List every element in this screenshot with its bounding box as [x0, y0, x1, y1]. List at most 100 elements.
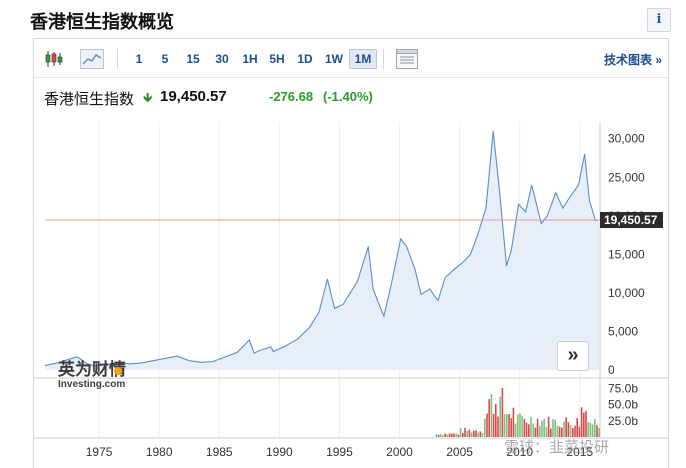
volume-bar	[594, 419, 596, 437]
volume-bar	[525, 422, 528, 437]
volume-tick-label: 25.0b	[608, 414, 638, 428]
volume-tick-label: 75.0b	[608, 381, 638, 395]
volume-bar	[552, 419, 554, 437]
volume-bar	[563, 421, 565, 437]
volume-bar	[495, 403, 497, 437]
technical-chart-link[interactable]: 技术图表 »	[603, 53, 662, 67]
volume-bar	[534, 427, 537, 437]
volume-bar	[468, 429, 471, 437]
volume-bar	[486, 413, 488, 437]
period-button-1d[interactable]: 1D	[297, 52, 313, 66]
volume-bar	[440, 434, 442, 437]
brand-logo-text: 英为财情	[58, 359, 126, 380]
volume-bar	[479, 431, 482, 437]
area-chart-icon[interactable]	[80, 49, 104, 69]
price-change-percent: (-1.40%)	[323, 89, 373, 104]
volume-bar	[457, 434, 460, 437]
volume-bar	[596, 425, 598, 437]
volume-bar	[488, 399, 490, 437]
volume-bar	[569, 425, 572, 437]
volume-bar	[435, 433, 438, 437]
volume-bar	[598, 427, 600, 437]
volume-bar	[519, 413, 521, 437]
quote-row: 香港恒生指数 🡻 19,450.57 -276.68 (-1.40%)	[34, 77, 668, 117]
volume-bar	[574, 425, 576, 437]
volume-bar	[578, 426, 581, 437]
period-button-1w[interactable]: 1W	[325, 52, 343, 66]
volume-bar	[481, 433, 484, 437]
volume-bar	[589, 422, 592, 437]
volume-bar	[484, 418, 486, 437]
volume-bar	[539, 426, 541, 437]
volume-bar	[503, 414, 506, 437]
page-title: 香港恒生指数概览	[30, 12, 174, 32]
volume-bar	[541, 420, 543, 437]
last-price-tag	[600, 212, 663, 229]
volume-bar	[545, 427, 548, 437]
period-button-30[interactable]: 30	[215, 52, 229, 66]
volume-bar	[497, 416, 499, 437]
volume-bar	[492, 413, 495, 437]
info-button[interactable]: i	[647, 8, 671, 32]
watermark-text: 雪球：韭菜投研	[504, 438, 609, 456]
volume-bar	[567, 422, 570, 437]
volume-bar	[510, 418, 512, 437]
volume-bar	[565, 417, 567, 437]
y-tick-label: 10,000	[608, 286, 645, 300]
brand-dot-icon	[114, 367, 122, 375]
volume-bar	[554, 419, 556, 437]
volume-bar	[517, 414, 519, 437]
chart-widget: 1 5 15 30 1H 5H 1D 1W 1M 技术图表 » 香港恒生指数 🡻 19,450.…	[33, 38, 669, 468]
x-tick-label: 1990	[266, 445, 293, 459]
period-button-5h[interactable]: 5H	[269, 52, 285, 66]
volume-bar	[512, 407, 515, 437]
volume-bar	[561, 427, 563, 437]
volume-tick-label: 50.0b	[608, 398, 638, 412]
toolbar-separator	[383, 49, 384, 69]
last-price-tag-label: 19,450.57	[604, 213, 658, 227]
y-tick-label: 15,000	[608, 247, 645, 261]
brand-logo-subtext: Investing.com	[58, 379, 125, 390]
period-button-5[interactable]: 5	[161, 52, 169, 66]
period-button-15[interactable]: 15	[186, 52, 200, 66]
volume-bar	[556, 425, 559, 437]
x-tick-label: 1980	[146, 445, 173, 459]
period-button-1m[interactable]: 1M	[349, 49, 377, 69]
volume-bar	[470, 432, 473, 437]
volume-bar	[508, 414, 510, 437]
y-tick-label: 25,000	[608, 170, 645, 184]
volume-bar	[530, 417, 532, 437]
y-tick-label: 5,000	[608, 324, 638, 338]
volume-bar	[576, 418, 578, 437]
volume-bar	[442, 435, 444, 437]
volume-bar	[528, 424, 530, 437]
volume-bar	[580, 407, 583, 437]
period-button-1[interactable]: 1	[135, 52, 143, 66]
period-button-1h[interactable]: 1H	[242, 52, 258, 66]
x-tick-label: 1975	[86, 445, 113, 459]
price-line[interactable]	[44, 130, 600, 367]
x-tick-label: 2005	[446, 445, 473, 459]
volume-bar	[550, 428, 552, 437]
down-arrow-icon: 🡻	[143, 90, 153, 105]
volume-bar	[506, 414, 508, 437]
volume-bar	[591, 424, 594, 437]
volume-bar	[444, 433, 446, 437]
volume-bar	[536, 418, 539, 437]
volume-bar	[466, 431, 468, 437]
volume-bar	[499, 396, 501, 437]
scroll-forward-button[interactable]: »	[557, 341, 589, 371]
toolbar-separator	[117, 49, 118, 69]
x-tick-label: 1985	[206, 445, 233, 459]
volume-bar	[547, 416, 550, 437]
volume-bar	[459, 428, 462, 437]
candlestick-icon[interactable]	[44, 49, 64, 69]
y-tick-label: 0	[608, 363, 615, 377]
x-tick-label: 2000	[386, 445, 413, 459]
last-price: 19,450.57	[160, 88, 227, 105]
table-icon[interactable]	[396, 49, 418, 69]
instrument-name: 香港恒生指数	[44, 91, 135, 108]
x-tick-label: 2010	[506, 445, 533, 459]
volume-bar	[514, 423, 517, 437]
